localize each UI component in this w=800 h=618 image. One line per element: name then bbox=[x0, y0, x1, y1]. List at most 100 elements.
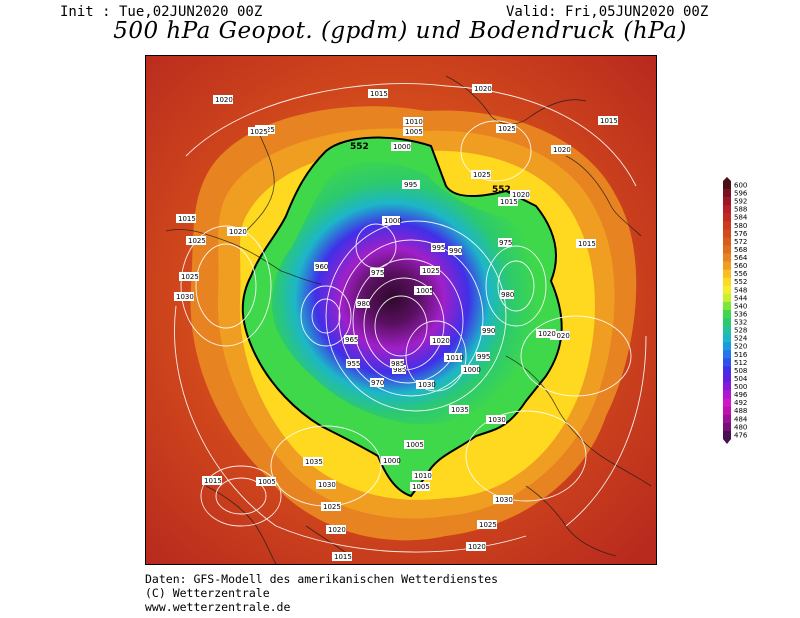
pressure-label: 1005 bbox=[258, 478, 276, 486]
pressure-label: 1015 bbox=[500, 198, 518, 206]
pressure-label: 1020 bbox=[328, 526, 346, 534]
pressure-label: 985 bbox=[393, 366, 406, 374]
colorbar-level-label: 512 bbox=[734, 359, 747, 367]
colorbar-swatch bbox=[723, 334, 731, 343]
colorbar-level-label: 544 bbox=[734, 294, 748, 302]
colorbar-swatch bbox=[723, 414, 731, 424]
colorbar-level-label: 524 bbox=[734, 335, 748, 343]
pressure-label: 1010 bbox=[414, 472, 432, 480]
colorbar-canvas: 6005965925885845805765725685645605565525… bbox=[723, 177, 748, 444]
colorbar-level-label: 476 bbox=[734, 431, 748, 439]
colorbar-level-label: 508 bbox=[734, 367, 747, 375]
data-source: Daten: GFS-Modell des amerikanischen Wet… bbox=[145, 572, 499, 586]
pressure-label: 990 bbox=[482, 327, 495, 335]
pressure-label: 955 bbox=[347, 360, 360, 368]
colorbar-level-label: 580 bbox=[734, 222, 747, 230]
colorbar-swatch bbox=[723, 326, 731, 335]
colorbar-top-arrow bbox=[723, 177, 731, 181]
pressure-label: 975 bbox=[499, 239, 512, 247]
pressure-label: 1025 bbox=[479, 521, 497, 529]
website-url: www.wetterzentrale.de bbox=[145, 600, 291, 614]
colorbar-swatch bbox=[723, 406, 731, 416]
pressure-label: 980 bbox=[357, 300, 370, 308]
colorbar-swatch bbox=[723, 181, 731, 190]
colorbar-level-label: 540 bbox=[734, 302, 747, 310]
pressure-label: 1015 bbox=[178, 215, 196, 223]
colorbar-swatch bbox=[723, 213, 731, 222]
colorbar-swatch bbox=[723, 205, 731, 214]
geopotential-label-552: 552 bbox=[492, 185, 511, 195]
valid-time: Valid: Fri,05JUN2020 00Z bbox=[506, 4, 709, 20]
pressure-label: 1030 bbox=[488, 416, 506, 424]
colorbar-level-label: 588 bbox=[734, 206, 747, 214]
pressure-label: 1020 bbox=[229, 228, 247, 236]
pressure-label: 1035 bbox=[451, 406, 469, 414]
colorbar-swatch bbox=[723, 310, 731, 319]
colorbar-swatch bbox=[723, 342, 731, 351]
colorbar-swatch bbox=[723, 269, 731, 279]
geopotential-map: 552 552 1020 1015 1025 1010 1005 1000 99… bbox=[145, 55, 657, 565]
colorbar-level-label: 576 bbox=[734, 230, 748, 238]
pressure-label: 1000 bbox=[384, 217, 402, 225]
colorbar-legend: 600 596 592 588 584 580 576 572 568 564 560 556 552 5… bbox=[720, 177, 770, 447]
colorbar-swatch bbox=[723, 245, 731, 254]
colorbar-level-label: 552 bbox=[734, 278, 747, 286]
colorbar-level-label: 516 bbox=[734, 351, 748, 359]
colorbar-bottom-arrow bbox=[723, 439, 731, 444]
colorbar-level-label: 484 bbox=[734, 415, 748, 423]
pressure-label: 1020 bbox=[552, 332, 570, 340]
colorbar-swatch bbox=[723, 422, 731, 432]
pressure-label: 1020 bbox=[215, 96, 233, 104]
colorbar-swatch bbox=[723, 285, 731, 295]
colorbar-swatch bbox=[723, 197, 731, 206]
pressure-label: 1005 bbox=[405, 128, 423, 136]
pressure-label: 1025 bbox=[323, 503, 341, 511]
pressure-label: 1020 bbox=[538, 330, 556, 338]
pressure-label: 980 bbox=[501, 291, 514, 299]
colorbar-level-label: 560 bbox=[734, 262, 747, 270]
pressure-label: 1015 bbox=[578, 240, 596, 248]
pressure-label: 1015 bbox=[370, 90, 388, 98]
colorbar-swatch bbox=[723, 390, 731, 399]
pressure-label: 1020 bbox=[512, 191, 530, 199]
colorbar-swatch bbox=[723, 277, 731, 287]
colorbar-swatch bbox=[723, 318, 731, 327]
colorbar-level-label: 496 bbox=[734, 391, 748, 399]
pressure-label: 1020 bbox=[553, 146, 571, 154]
pressure-label: 1000 bbox=[463, 366, 481, 374]
colorbar-level-label: 520 bbox=[734, 343, 747, 351]
pressure-label: 1010 bbox=[405, 118, 423, 126]
pressure-label: 1020 bbox=[468, 543, 486, 551]
pressure-label: 1025 bbox=[498, 125, 516, 133]
colorbar-level-label: 568 bbox=[734, 246, 747, 254]
pressure-label: 1025 bbox=[188, 237, 206, 245]
pressure-label: 1035 bbox=[305, 458, 323, 466]
colorbar-level-label: 556 bbox=[734, 270, 748, 278]
pressure-label: 995 bbox=[477, 353, 490, 361]
pressure-label: 1030 bbox=[176, 293, 194, 301]
colorbar-swatch bbox=[723, 374, 731, 383]
pressure-label: 1025 bbox=[181, 273, 199, 281]
pressure-label: 990 bbox=[449, 247, 462, 255]
colorbar-level-label: 488 bbox=[734, 407, 747, 415]
colorbar-swatch bbox=[723, 301, 731, 311]
colorbar-level-label: 500 bbox=[734, 383, 747, 391]
pressure-label: 1025 bbox=[473, 171, 491, 179]
colorbar-level-label: 600 bbox=[734, 181, 747, 189]
pressure-label: 960 bbox=[315, 263, 328, 271]
colorbar-level-label: 504 bbox=[734, 375, 748, 383]
map-title: 500 hPa Geopot. (gpdm) und Bodendruck (h… bbox=[113, 18, 687, 44]
pressure-label: 995 bbox=[404, 181, 417, 189]
colorbar-swatch bbox=[723, 189, 731, 198]
colorbar-swatch bbox=[723, 382, 731, 391]
colorbar-swatch bbox=[723, 430, 731, 440]
colorbar-level-label: 536 bbox=[734, 310, 748, 318]
colorbar-level-label: 572 bbox=[734, 238, 747, 246]
pressure-label: 1010 bbox=[446, 354, 464, 362]
colorbar-level-label: 532 bbox=[734, 319, 747, 327]
pressure-label: 1020 bbox=[474, 85, 492, 93]
colorbar-swatch bbox=[723, 261, 731, 270]
pressure-label: 1030 bbox=[418, 381, 436, 389]
pressure-label: 1015 bbox=[600, 117, 618, 125]
colorbar-level-label: 592 bbox=[734, 198, 747, 206]
